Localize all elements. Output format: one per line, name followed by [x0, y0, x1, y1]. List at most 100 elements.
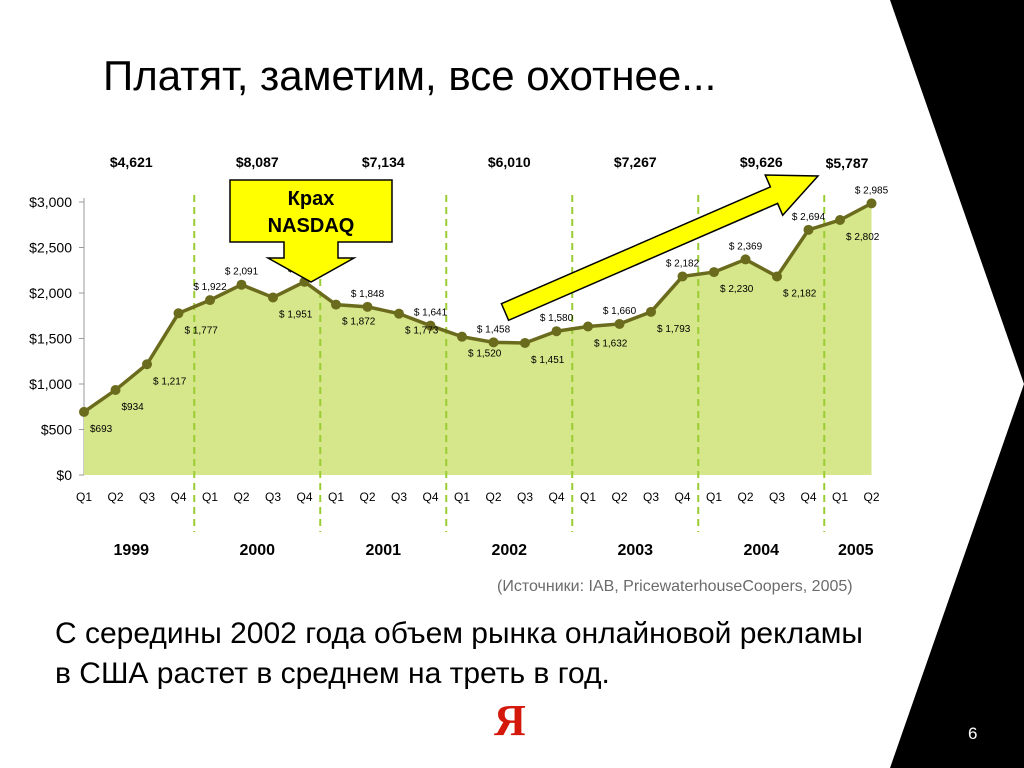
data-label: $ 1,848: [351, 289, 385, 300]
year-label: 2000: [239, 542, 275, 559]
data-point: [268, 292, 278, 303]
x-tick-label: Q2: [611, 490, 627, 504]
y-axis: $0 $500 $1,000 $1,500 $2,000 $2,500 $3,000: [29, 194, 85, 483]
x-axis-year-labels: 1999 2000 2001 2002 2003 2004 2005: [113, 542, 873, 559]
year-label: 2002: [491, 542, 527, 559]
x-tick-label: Q2: [233, 490, 249, 504]
data-markers: [79, 198, 877, 417]
data-label: $ 2,230: [720, 284, 754, 295]
x-tick-label: Q3: [643, 490, 659, 504]
annual-total: $4,621: [110, 154, 153, 170]
callout-box: [229, 179, 393, 283]
data-label: $ 1,632: [594, 338, 628, 349]
x-tick-label: Q3: [265, 490, 281, 504]
data-point: [142, 359, 152, 370]
y-tick-label: $0: [56, 467, 72, 483]
year-dividers: [193, 195, 826, 532]
data-point: [236, 279, 247, 290]
y-tick-label: $2,000: [29, 285, 72, 301]
x-tick-label: Q2: [485, 490, 501, 504]
callout-text: Крах: [288, 188, 335, 210]
series-line: [83, 201, 873, 414]
x-tick-label: Q4: [548, 490, 564, 504]
annual-total: $7,267: [614, 154, 657, 170]
x-tick-label: Q1: [832, 490, 848, 504]
y-tick-label: $3,000: [29, 194, 72, 210]
year-label: 2004: [743, 542, 779, 559]
annual-total: $7,134: [362, 154, 405, 170]
data-point: [803, 224, 814, 235]
x-axis-quarter-labels: Q1 Q2 Q3 Q4 Q1 Q2 Q3 Q4 Q1 Q2 Q3 Q4 Q1 Q2 Q3 Q4 Q1 Q2 Q3 Q4…: [76, 490, 880, 504]
data-point: [425, 320, 436, 331]
data-point: [520, 337, 530, 348]
x-tick-label: Q4: [170, 490, 186, 504]
x-tick-label: Q3: [391, 490, 407, 504]
data-point: [740, 254, 751, 265]
data-point: [79, 406, 89, 417]
x-tick-label: Q1: [328, 490, 344, 504]
nasdaq-crash-callout: Крах NASDAQ: [229, 179, 393, 283]
x-tick-label: Q4: [422, 490, 438, 504]
source-note: (Источники: IAB, PricewaterhouseCoopers,…: [497, 578, 853, 595]
annual-total: $6,010: [488, 154, 531, 170]
x-tick-label: Q1: [202, 490, 218, 504]
year-label: 2005: [838, 542, 874, 559]
x-tick-label: Q1: [706, 490, 722, 504]
data-point: [488, 337, 499, 348]
data-point: [205, 295, 215, 306]
slide-number: 6: [968, 724, 978, 743]
data-label: $ 2,802: [846, 232, 880, 243]
y-tick-label: $1,000: [29, 376, 72, 392]
annual-total: $8,087: [236, 154, 279, 170]
data-label: $ 2,182: [666, 258, 700, 269]
data-label: $ 1,217: [153, 376, 187, 387]
data-point: [394, 308, 404, 319]
data-label: $ 1,520: [468, 349, 502, 360]
x-tick-label: Q4: [800, 490, 816, 504]
data-label: $ 1,660: [603, 306, 637, 317]
x-tick-label: Q4: [296, 490, 312, 504]
slide-title: Платят, заметим, все охотнее...: [103, 52, 717, 99]
year-label: 2001: [365, 542, 401, 559]
year-label: 1999: [113, 542, 149, 559]
data-point: [772, 271, 782, 282]
data-label: $ 2,091: [225, 267, 259, 278]
data-label: $ 1,951: [279, 309, 313, 320]
data-labels: $693 $934 $ 1,217 $ 1,777 $ 1,922 $ 2,091 $ 1,…: [90, 185, 889, 435]
data-label: $934: [122, 402, 145, 413]
data-label: $ 2,182: [783, 288, 817, 299]
data-point: [173, 308, 184, 319]
data-label: $ 1,922: [193, 282, 227, 293]
data-label: $ 1,793: [657, 324, 691, 335]
data-point: [457, 331, 467, 342]
x-tick-label: Q1: [580, 490, 596, 504]
data-label: $ 1,773: [405, 326, 439, 337]
data-label: $ 1,777: [185, 325, 219, 336]
data-label: $ 1,580: [540, 313, 574, 324]
x-tick-label: Q4: [674, 490, 690, 504]
x-tick-label: Q2: [863, 490, 879, 504]
x-tick-label: Q2: [359, 490, 375, 504]
data-point: [331, 299, 341, 310]
y-tick-label: $2,500: [29, 240, 72, 256]
data-point: [709, 267, 719, 278]
data-point: [110, 385, 121, 396]
data-point: [866, 198, 877, 209]
y-tick-label: $1,500: [29, 331, 72, 347]
body-text: С середины 2002 года объем рынка онлайно…: [55, 617, 863, 690]
data-label: $ 1,458: [477, 324, 511, 335]
area-fill: [84, 203, 872, 476]
data-label: $ 1,872: [342, 317, 376, 328]
year-label: 2003: [617, 542, 653, 559]
annual-total: $5,787: [826, 155, 869, 171]
annual-total: $9,626: [740, 154, 783, 170]
callout-text: NASDAQ: [268, 215, 355, 237]
data-point: [677, 271, 688, 282]
data-label: $693: [90, 424, 113, 435]
data-label: $ 2,985: [855, 185, 889, 196]
annual-totals: $4,621 $8,087 $7,134 $6,010 $7,267 $9,626 $5,7…: [110, 154, 869, 171]
data-point: [362, 301, 373, 312]
x-tick-label: Q1: [76, 490, 92, 504]
data-point: [583, 321, 593, 332]
